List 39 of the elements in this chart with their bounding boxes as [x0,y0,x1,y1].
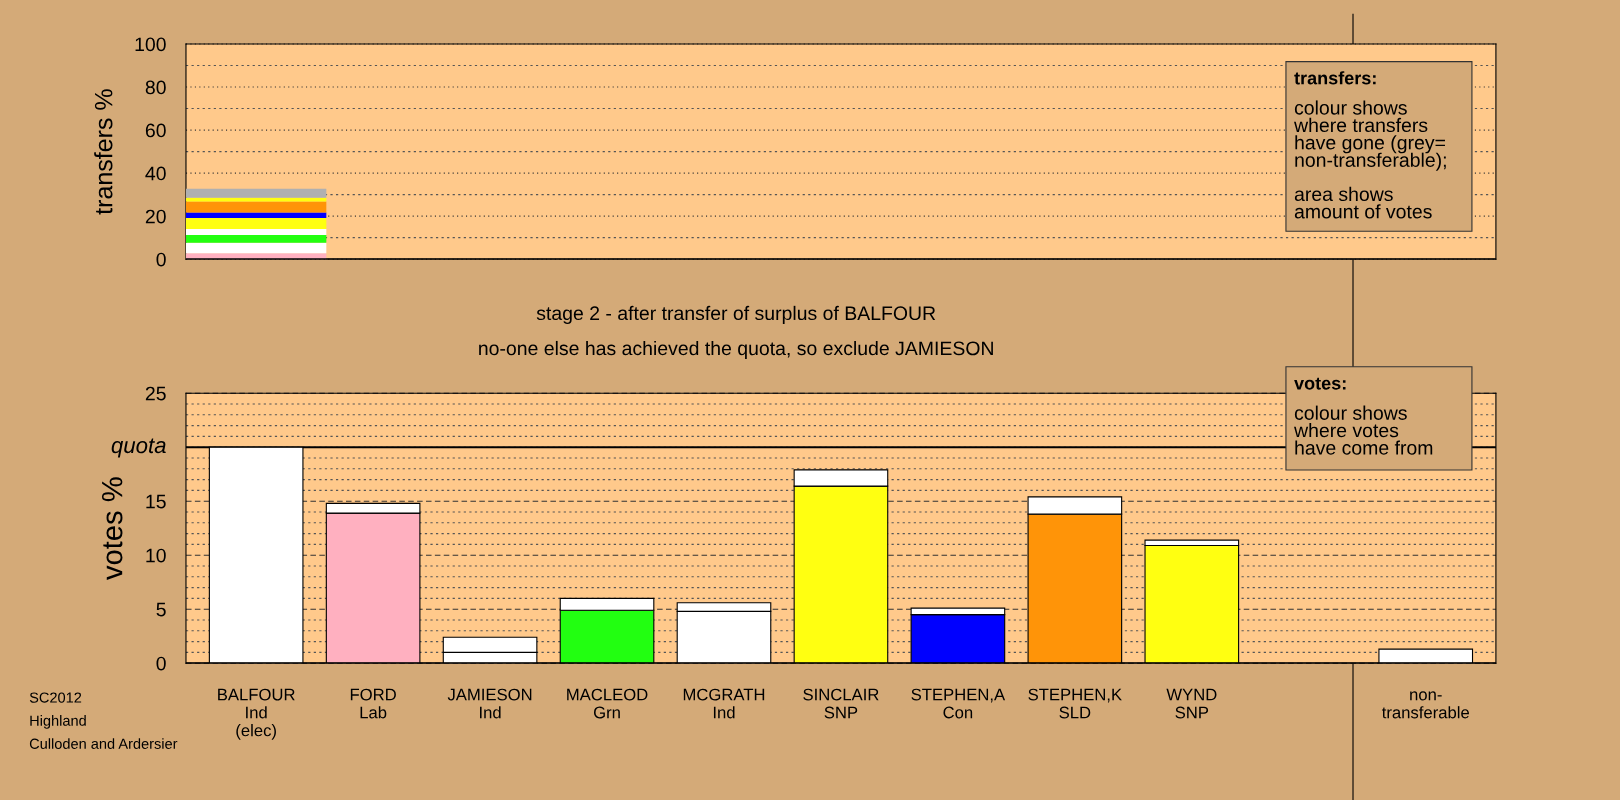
bar [185,201,327,213]
x-tick-label: MACLEOD Grn [567,688,648,719]
y-axis-title: transfers % [94,89,113,215]
x-tick-label: JAMIESON Ind [447,688,532,719]
y-tick-label: 10 [146,548,166,563]
x-tick-label: SINCLAIR SNP [803,688,879,719]
x-tick-label: BALFOUR Ind (elec) [218,688,295,740]
y-tick-label: 25 [145,386,166,401]
bar [185,234,327,243]
bar [185,197,327,202]
bar [185,242,327,254]
annotation: transfers: [1294,71,1376,85]
text: votes: [1294,377,1346,390]
chart-title: stage 2 - after transfer of surplus of BALFOUR [536,305,936,324]
x-tick-label: MCGRATH Ind [683,688,765,719]
y-tick-label: 15 [146,494,166,509]
y-tick-label: 20 [145,209,166,224]
y-tick-label: 40 [145,166,166,181]
text: SC2012 Highland Culloden and Ardersier [29,692,178,749]
chart-subtitle: no-one else has achieved the quota, so exclude JAMIESON [479,340,993,360]
x-tick-label: STEPHEN,K SLD [1028,688,1122,719]
y-tick-label: 0 [156,656,166,671]
y-tick-label: 80 [145,80,166,95]
x-tick-label: WYND SNP [1166,688,1217,719]
y-axis-title: votes % [101,477,123,580]
bar [185,188,327,198]
x-tick-label: STEPHEN,A Con [911,688,1006,719]
annotation: colour shows where votes have come from [1294,405,1433,455]
ref-line-label: quota [111,438,166,458]
y-tick-label: 5 [156,602,166,617]
x-tick-label: FORD Lab [350,688,396,719]
bar [185,229,327,235]
annotation: area shows amount of votes [1294,186,1432,219]
annotation: colour shows where transfers have gone (grey= non-transferable); [1294,100,1446,171]
y-tick-label: 60 [145,123,166,138]
y-tick-label: 100 [135,37,166,52]
x-tick-label: non- transferable [1381,691,1469,719]
bar [185,218,327,230]
y-tick-label: 0 [156,252,166,267]
